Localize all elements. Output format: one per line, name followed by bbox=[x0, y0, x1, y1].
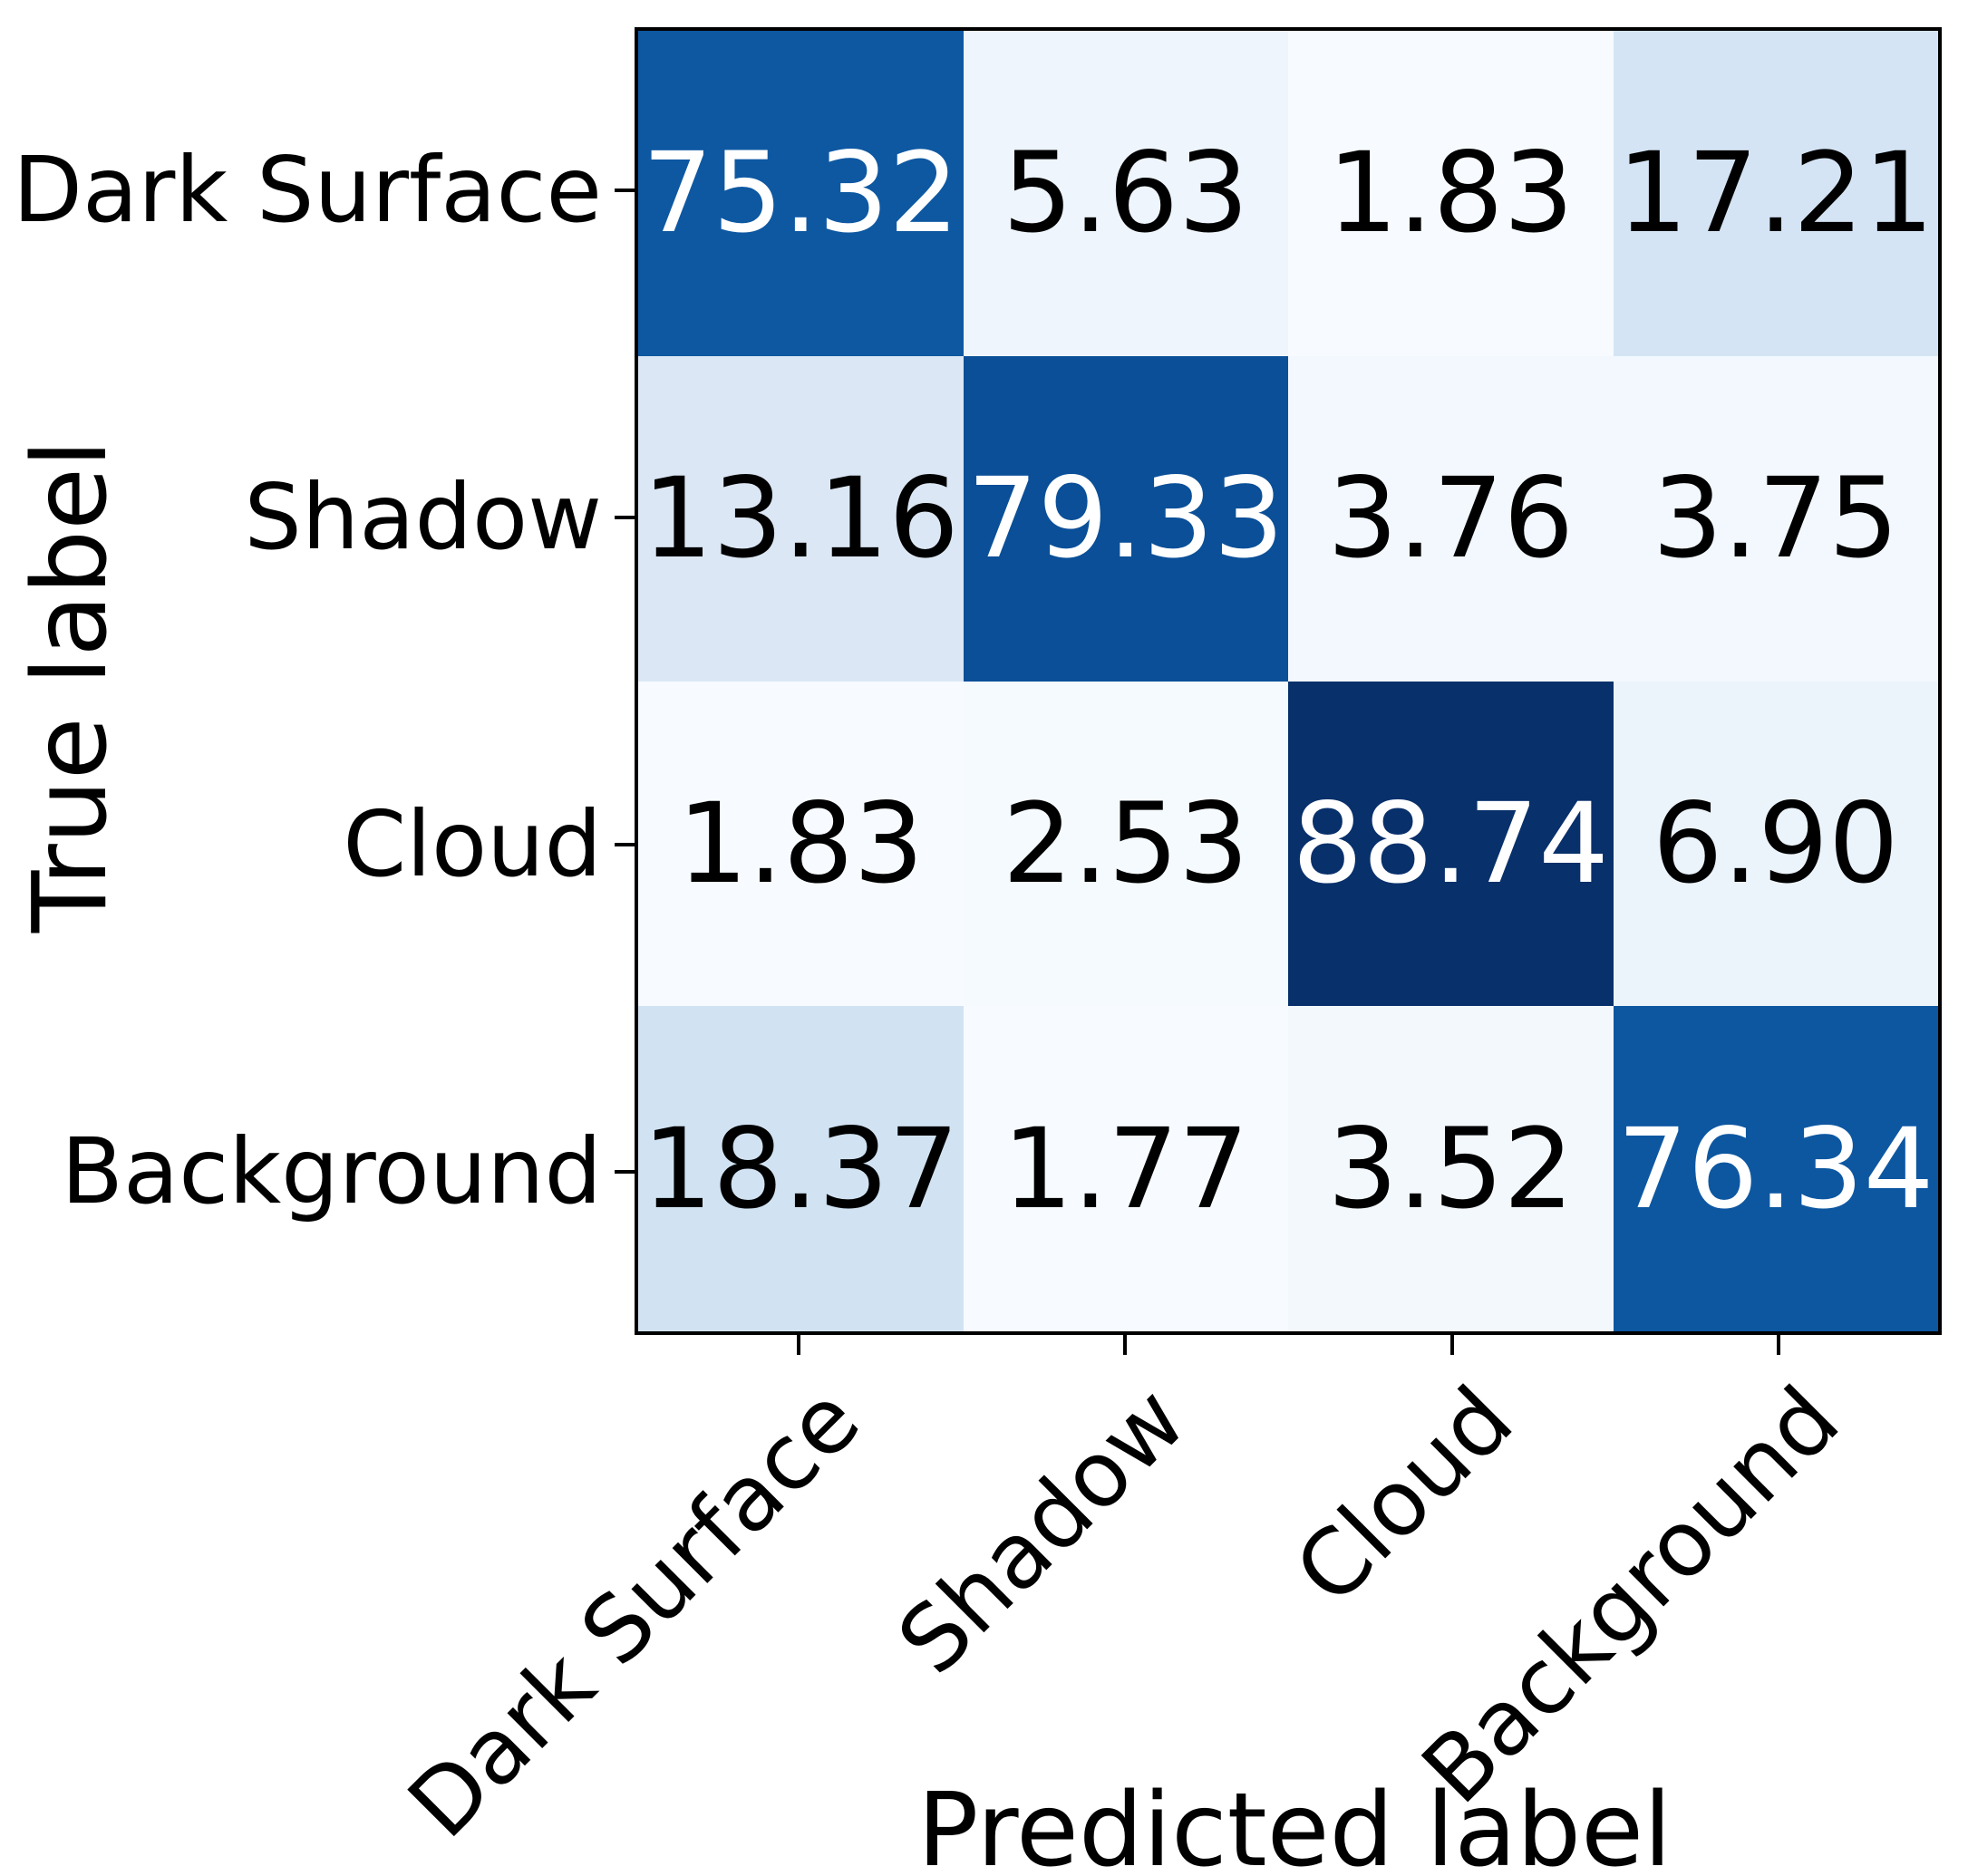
matrix-cell-r1c2: 3.76 bbox=[1288, 355, 1614, 682]
matrix-cell-r1c3: 3.75 bbox=[1613, 355, 1938, 682]
matrix-cell-r0c1: 5.63 bbox=[963, 31, 1288, 356]
y-tick-mark-1 bbox=[615, 516, 635, 519]
matrix-cell-r2c2: 88.74 bbox=[1288, 681, 1614, 1007]
y-tick-mark-2 bbox=[615, 843, 635, 846]
x-tick-mark-1 bbox=[1123, 1335, 1127, 1355]
matrix-cell-r2c0: 1.83 bbox=[638, 681, 964, 1007]
matrix-cell-r1c0: 13.16 bbox=[638, 355, 964, 682]
y-tick-label-shadow: Shadow bbox=[244, 464, 602, 570]
x-tick-mark-2 bbox=[1450, 1335, 1454, 1355]
y-tick-label-background: Background bbox=[61, 1118, 602, 1224]
x-tick-mark-0 bbox=[797, 1335, 800, 1355]
matrix-cell-r1c1: 79.33 bbox=[963, 355, 1288, 682]
confusion-matrix-grid: 75.32 5.63 1.83 17.21 13.16 79.33 3.76 3… bbox=[638, 31, 1938, 1331]
x-tick-label-cloud: Cloud bbox=[1275, 1366, 1534, 1625]
plot-area: 75.32 5.63 1.83 17.21 13.16 79.33 3.76 3… bbox=[635, 27, 1942, 1335]
y-tick-mark-0 bbox=[615, 189, 635, 192]
matrix-cell-r0c3: 17.21 bbox=[1613, 31, 1938, 356]
matrix-cell-r3c1: 1.77 bbox=[963, 1006, 1288, 1331]
y-tick-mark-3 bbox=[615, 1170, 635, 1174]
matrix-cell-r3c2: 3.52 bbox=[1288, 1006, 1614, 1331]
y-tick-label-dark-surface: Dark Surface bbox=[12, 137, 602, 243]
x-tick-label-dark-surface: Dark Surface bbox=[388, 1366, 880, 1859]
matrix-cell-r2c1: 2.53 bbox=[963, 681, 1288, 1007]
matrix-cell-r3c0: 18.37 bbox=[638, 1006, 964, 1331]
y-tick-label-cloud: Cloud bbox=[343, 791, 602, 897]
x-tick-mark-3 bbox=[1777, 1335, 1780, 1355]
matrix-cell-r2c3: 6.90 bbox=[1613, 681, 1938, 1007]
y-axis-title: True label bbox=[12, 439, 130, 933]
matrix-cell-r3c3: 76.34 bbox=[1613, 1006, 1938, 1331]
x-tick-label-shadow: Shadow bbox=[877, 1366, 1207, 1695]
x-axis-title: Predicted label bbox=[916, 1772, 1672, 1876]
matrix-cell-r0c0: 75.32 bbox=[638, 31, 964, 356]
matrix-cell-r0c2: 1.83 bbox=[1288, 31, 1614, 356]
